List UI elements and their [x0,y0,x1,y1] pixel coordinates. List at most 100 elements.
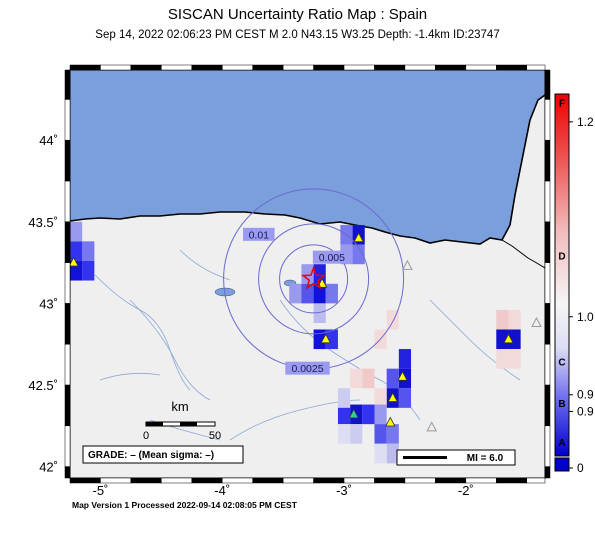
uncertainty-cell [386,443,399,464]
uncertainty-cell [337,388,351,408]
contour-label: 0.0025 [291,363,323,375]
frame-bar [161,477,193,484]
uncertainty-cell [362,368,375,389]
uncertainty-cell [313,283,326,304]
longitude-label: -3˚ [336,483,352,498]
station-triangle-icon [397,370,408,381]
uncertainty-cell [508,329,521,350]
uncertainty-cell [70,241,83,261]
contour-line [279,244,349,314]
frame-bar [64,466,71,479]
uncertainty-cell [496,349,509,369]
uncertainty-cell [374,424,387,444]
scale-bar-segment [146,422,163,426]
station-triangle-icon [385,416,396,427]
uncertainty-cell [508,309,521,330]
station-triangle-icon [531,316,542,327]
station-triangle-icon [353,232,364,242]
grade-box: GRADE: – (Mean sigma: –) [82,445,244,464]
uncertainty-cell [337,404,351,425]
contour-label-bg [242,227,275,241]
frame-bar [374,64,406,71]
latitude-label: 42˚ [39,460,58,475]
uncertainty-cell [362,404,375,425]
contour-label: 0.01 [249,229,270,241]
frame-bar [404,477,436,484]
frame-bar [191,64,223,71]
uncertainty-cell [374,443,387,464]
station-triangle-icon [402,259,413,270]
colorbar-letters: F D C B A [558,98,565,449]
mi-legend-label: MI = 6.0 [467,453,504,464]
contour-label: 0.005 [319,252,345,264]
colorbar: F D C B A 1.2 1.0 0.9 0.9 0 [554,93,594,475]
grade-box-frame [82,445,244,464]
frame-bar [221,64,253,71]
contour-labels: 0.0025 0.005 0.01 [242,227,351,375]
station-triangle-icon [320,333,331,344]
frame-bar [374,477,406,484]
uncertainty-cell [313,303,326,323]
frame-bar [130,64,162,71]
uncertainty-cell [301,264,314,284]
sea-area [70,70,545,244]
contour-label-bg [285,361,330,375]
frame-bar [544,180,551,223]
contour-line [258,223,370,335]
uncertainty-cell [289,283,302,304]
uncertainty-cell [70,221,83,242]
frame-bar [343,64,375,71]
station-triangle-icon [387,392,398,402]
map-subtitle: Sep 14, 2022 02:06:23 PM CEST M 2.0 N43.… [95,29,500,41]
frame-bar [64,384,71,427]
uncertainty-cell [508,349,521,369]
uncertainty-cell [325,329,338,350]
station-triangle-icon [426,421,438,432]
colorbar-value: 0.9 [577,404,594,418]
frame-bar [526,477,546,484]
colorbar-letter: D [558,252,565,263]
station-triangle-icon [503,333,514,344]
axis-labels: -5˚ -4˚ -3˚ -2˚ 44˚ 43.5˚ 43˚ 42.5˚ 42˚ [28,133,473,498]
frame-bar [100,64,132,71]
uncertainty-cell [496,309,509,330]
uncertainty-cell [374,404,387,425]
frame-bar [544,466,551,479]
grade-text: GRADE: – (Mean sigma: –) [88,450,214,461]
frame-bar [161,64,193,71]
frame-bar [313,64,345,71]
border-line [501,239,545,269]
frame-bar [64,343,71,386]
colorbar-letter: C [558,357,565,368]
colorbar-scale [554,93,570,457]
frame-bar [64,99,71,141]
uncertainty-cell [350,368,363,389]
uncertainty-cell [82,241,95,261]
frame-bar [544,425,551,467]
colorbar-value: 1.2 [577,115,594,129]
frame-bar [544,343,551,386]
uncertainty-cell [82,260,95,281]
uncertainty-cell [313,264,326,284]
frame-bar [544,384,551,427]
station-triangle-icon [348,408,359,419]
longitude-label: -2˚ [458,483,474,498]
colorbar-letter: F [559,98,565,109]
frame-bar [544,69,551,100]
frame-bar [496,477,527,484]
colorbar-value: 0.9 [577,388,594,402]
frame-bar [252,64,284,71]
scale-bar: km 0 50 [143,399,221,442]
colorbar-letter: A [558,438,565,449]
uncertainty-cell [352,244,365,265]
frame-bar [69,64,101,71]
frame-bar [496,64,527,71]
frame-bar [544,262,551,304]
mi-legend-frame [396,449,516,466]
mi-legend: MI = 6.0 [396,449,516,466]
colorbar-value: 0 [577,461,584,475]
map-footer: Map Version 1 Processed 2022-09-14 02:08… [72,500,297,510]
uncertainty-cell [325,283,338,304]
uncertainty-cell [313,329,326,350]
